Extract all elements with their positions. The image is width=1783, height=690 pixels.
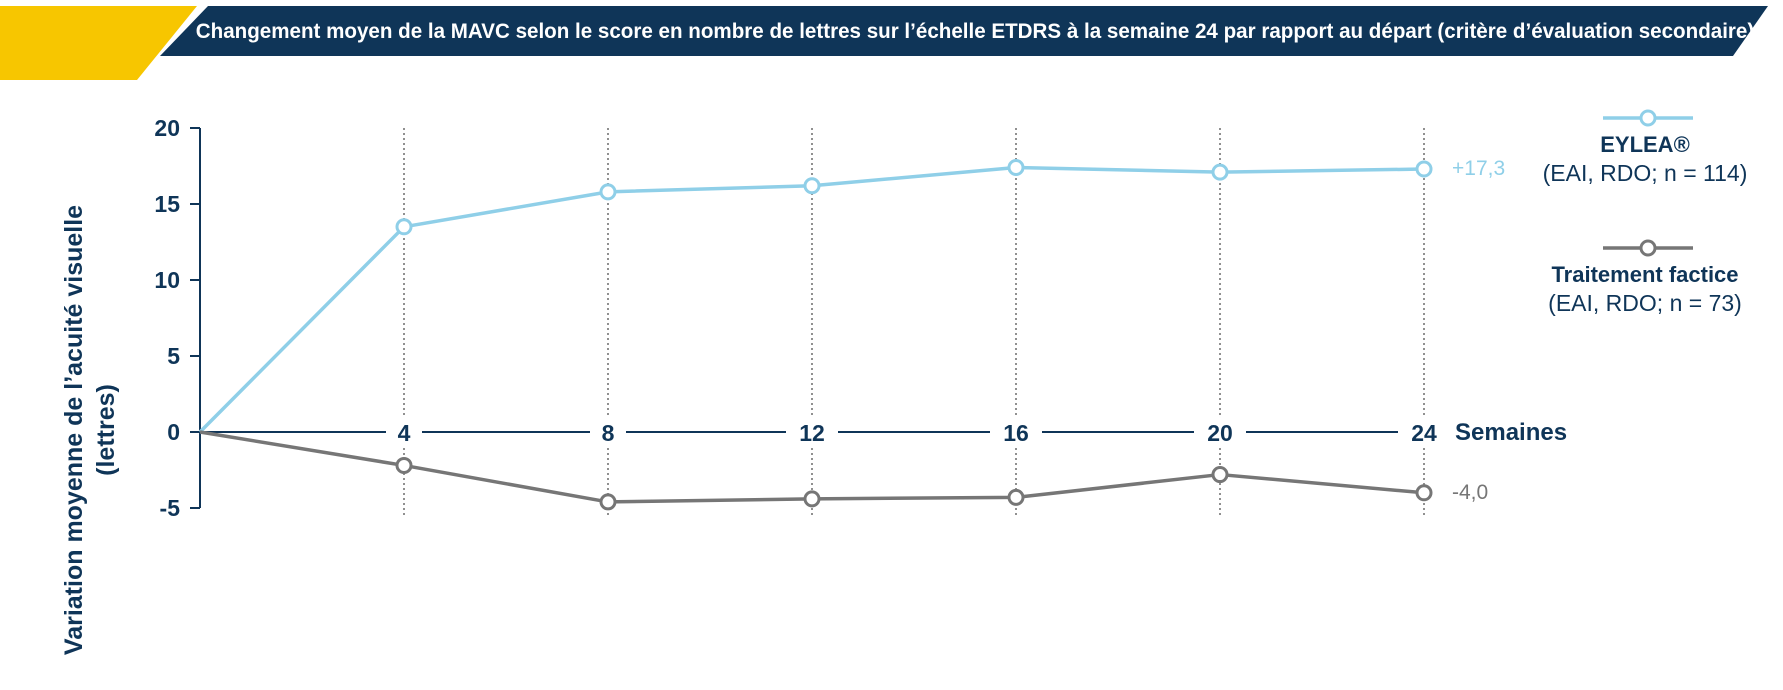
series-2-point — [803, 490, 821, 508]
line-chart: 20 15 10 5 0 -5 4 8 12 16 20 24 Semaines +17,3 -4,0 — [154, 109, 1693, 521]
title-banner: Changement moyen de la MAVC selon le sco… — [0, 0, 1783, 82]
series-1-point — [1007, 159, 1025, 177]
series-2-point — [1007, 488, 1025, 506]
legend-sham-name: Traitement factice — [1551, 262, 1739, 287]
y-tick-label: 5 — [167, 343, 180, 369]
series-2-end-label: -4,0 — [1452, 481, 1488, 504]
legend-sham: Traitement factice (EAI, RDO; n = 73) — [1525, 262, 1765, 317]
series-1-end-label: +17,3 — [1452, 157, 1505, 180]
x-tick-label: 8 — [602, 420, 615, 446]
series-1-point — [395, 218, 413, 236]
series-1-point — [1415, 160, 1433, 178]
y-tick-label: 20 — [154, 115, 180, 141]
series-1-point — [1211, 163, 1229, 181]
y-axis-label: Variation moyenne de l’acuité visuelle (… — [60, 204, 120, 656]
x-tick-label: 20 — [1207, 420, 1233, 446]
x-tick-label: 4 — [398, 420, 411, 446]
y-tick-label: -5 — [160, 495, 181, 521]
banner-navy-bar — [160, 6, 1768, 56]
x-tick-label-bg — [786, 418, 838, 446]
x-tick-label: 16 — [1003, 420, 1029, 446]
series-1-point — [803, 177, 821, 195]
legend-eylea-desc: (EAI, RDO; n = 114) — [1542, 160, 1748, 186]
x-tick-label-bg — [1398, 418, 1450, 446]
x-tick-label-bg — [990, 418, 1042, 446]
series-1-point — [599, 183, 617, 201]
y-tick-label: 0 — [167, 419, 180, 445]
y-tick-label: 15 — [154, 191, 180, 217]
legend-eylea-name: EYLEA® — [1600, 132, 1690, 157]
legend-sham-desc: (EAI, RDO; n = 73) — [1548, 290, 1742, 316]
banner-shapes — [0, 6, 1768, 80]
legend-eylea: EYLEA® (EAI, RDO; n = 114) — [1525, 132, 1765, 187]
x-tick-label: 24 — [1411, 420, 1437, 446]
series-2-point — [395, 456, 413, 474]
legend-swatch-marker-2 — [1639, 239, 1657, 257]
chart-title: Changement moyen de la MAVC selon le sco… — [195, 20, 1755, 43]
banner-yellow-block — [0, 6, 197, 80]
series-2-point — [1211, 466, 1229, 484]
series-2-point — [1415, 484, 1433, 502]
x-tick-label-bg — [386, 418, 422, 446]
y-tick-label: 10 — [154, 267, 180, 293]
x-tick-label: 12 — [799, 420, 825, 446]
series-2-point — [599, 493, 617, 511]
x-axis-label: Semaines — [1455, 419, 1567, 446]
x-tick-label-bg — [1194, 418, 1246, 446]
x-tick-label-bg — [590, 418, 626, 446]
legend-swatch-marker-1 — [1639, 109, 1657, 127]
